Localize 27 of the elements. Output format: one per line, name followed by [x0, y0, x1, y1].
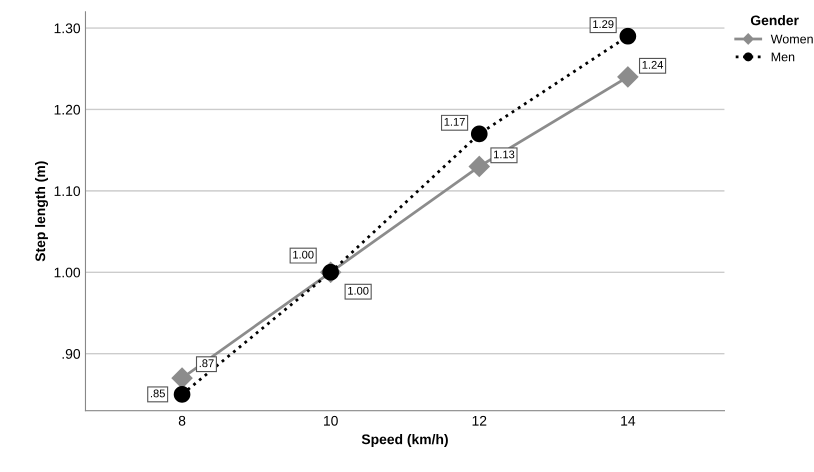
x-axis-title: Speed (km/h)	[362, 434, 448, 447]
legend-label: Men	[772, 52, 794, 62]
y-tick-label: 1.20	[54, 104, 80, 115]
y-tick-label: .90	[62, 348, 80, 359]
x-tick-label: 8	[178, 416, 186, 426]
x-tick-label: 10	[324, 416, 338, 426]
x-tick-label: 14	[621, 416, 636, 426]
data-label: 1.17	[444, 118, 465, 126]
legend-label: Women	[770, 34, 813, 44]
data-label: 1.00	[348, 286, 369, 295]
y-axis-title: Step length (m)	[35, 161, 48, 262]
point	[620, 28, 636, 45]
data-label: 1.13	[494, 150, 514, 158]
data-label: .87	[200, 359, 214, 368]
y-tick-label: 1.10	[54, 186, 80, 196]
data-label: .85	[150, 389, 165, 398]
data-label: 1.00	[293, 250, 314, 259]
point	[468, 156, 490, 177]
y-tick-label: 1.30	[54, 23, 80, 34]
x-tick-label: 12	[472, 416, 486, 426]
point	[174, 386, 190, 403]
data-label: 1.29	[593, 20, 614, 28]
point	[617, 66, 638, 88]
point	[470, 126, 488, 142]
data-label: 1.24	[642, 60, 664, 69]
legend-title: Gender	[750, 15, 799, 26]
y-tick-label: 1.00	[54, 268, 80, 278]
